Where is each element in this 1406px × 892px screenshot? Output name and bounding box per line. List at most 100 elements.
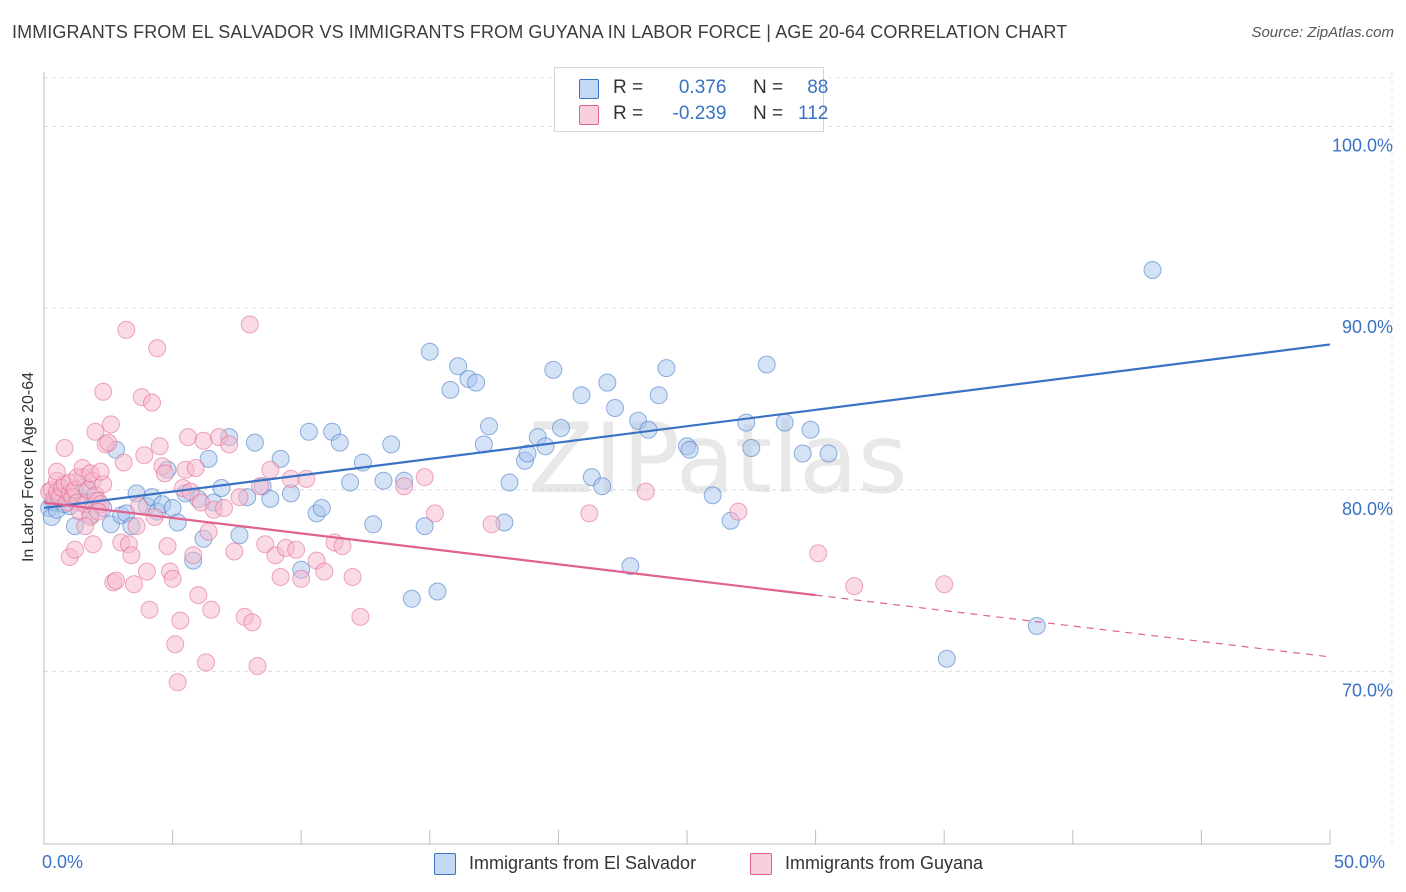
point-s1-110 bbox=[729, 502, 748, 521]
point-s0-87 bbox=[757, 355, 776, 374]
point-s0-62 bbox=[480, 417, 498, 436]
point-s0-86 bbox=[742, 439, 761, 457]
point-s1-81 bbox=[220, 435, 239, 454]
point-s0-49 bbox=[364, 515, 383, 534]
point-s0-60 bbox=[467, 373, 486, 392]
point-s0-50 bbox=[374, 471, 393, 490]
point-s0-53 bbox=[402, 589, 421, 608]
point-s0-83 bbox=[703, 486, 722, 505]
point-s0-25 bbox=[168, 513, 187, 532]
point-s1-83 bbox=[230, 488, 249, 507]
r-value: -0.239 bbox=[672, 103, 727, 124]
legend-swatch-el-salvador bbox=[579, 79, 599, 99]
point-s1-96 bbox=[292, 569, 311, 588]
point-s0-56 bbox=[428, 582, 447, 601]
point-s0-88 bbox=[775, 413, 794, 432]
chart-title: IMMIGRANTS FROM EL SALVADOR VS IMMIGRANT… bbox=[12, 22, 1068, 42]
point-s0-57 bbox=[441, 380, 460, 399]
point-s1-39 bbox=[101, 415, 120, 434]
point-s0-58 bbox=[449, 357, 468, 376]
point-s1-75 bbox=[197, 653, 215, 672]
point-s0-90 bbox=[801, 420, 820, 439]
point-s1-36 bbox=[94, 382, 113, 401]
point-s0-70 bbox=[552, 419, 570, 437]
point-s1-80 bbox=[215, 499, 233, 517]
axes bbox=[43, 72, 1331, 845]
point-s0-36 bbox=[245, 433, 264, 452]
point-s1-107 bbox=[482, 515, 501, 534]
point-s0-75 bbox=[606, 399, 624, 417]
point-s1-86 bbox=[243, 613, 262, 632]
point-s1-108 bbox=[580, 504, 599, 523]
trend-line-0 bbox=[43, 343, 1331, 510]
point-s1-33 bbox=[86, 422, 105, 441]
y-tick-label-3: 100.0% bbox=[1332, 135, 1393, 155]
point-s0-94 bbox=[1143, 261, 1162, 279]
point-s1-113 bbox=[935, 575, 954, 594]
point-s0-44 bbox=[312, 499, 331, 517]
point-s0-89 bbox=[793, 444, 812, 463]
point-s1-41 bbox=[107, 571, 125, 590]
trend-line-1 bbox=[43, 501, 816, 597]
point-s1-52 bbox=[137, 562, 156, 581]
point-s1-99 bbox=[315, 562, 334, 581]
trend-lines bbox=[43, 343, 1331, 658]
point-s1-43 bbox=[114, 453, 133, 472]
point-s1-62 bbox=[163, 569, 182, 588]
point-s1-87 bbox=[248, 657, 267, 675]
data-points bbox=[40, 261, 1162, 692]
point-s1-103 bbox=[351, 607, 370, 626]
series-legend: Immigrants from El Salvador Immigrants f… bbox=[0, 852, 1406, 878]
point-s0-74 bbox=[598, 373, 617, 392]
point-s0-55 bbox=[420, 342, 439, 361]
point-s1-27 bbox=[65, 540, 84, 559]
x-tick-label-max: 50.0% bbox=[1334, 852, 1386, 872]
point-s1-102 bbox=[343, 568, 362, 586]
y-tick-label-1: 80.0% bbox=[1342, 499, 1393, 519]
y-axis-label-wrap: In Labor Force | Age 20-64 bbox=[19, 0, 39, 892]
point-s1-35 bbox=[91, 462, 110, 481]
point-s1-95 bbox=[287, 540, 306, 559]
point-s1-72 bbox=[189, 586, 208, 605]
point-s1-59 bbox=[155, 464, 174, 483]
point-s0-92 bbox=[937, 649, 956, 668]
y-tick-label-0: 70.0% bbox=[1342, 680, 1393, 700]
point-s0-47 bbox=[341, 473, 360, 492]
point-s0-91 bbox=[819, 444, 838, 463]
point-s1-44 bbox=[117, 320, 136, 339]
point-s1-74 bbox=[194, 431, 213, 450]
point-s1-34 bbox=[89, 502, 107, 521]
point-s1-85 bbox=[240, 315, 259, 334]
point-s0-79 bbox=[649, 386, 668, 405]
point-s1-47 bbox=[125, 575, 143, 594]
point-s1-57 bbox=[150, 437, 169, 456]
trend-line-dashed-1 bbox=[815, 594, 1331, 658]
point-s1-106 bbox=[425, 504, 444, 523]
point-s1-53 bbox=[140, 600, 159, 619]
point-s1-24 bbox=[47, 462, 66, 481]
point-s0-51 bbox=[382, 435, 401, 454]
point-s0-64 bbox=[500, 473, 519, 492]
n-label: N = bbox=[752, 103, 784, 124]
point-s0-42 bbox=[299, 422, 318, 441]
legend-swatch-guyana bbox=[579, 105, 599, 125]
point-s0-54 bbox=[415, 517, 434, 536]
point-s0-38 bbox=[261, 489, 280, 508]
legend-swatch-el-salvador bbox=[434, 853, 456, 875]
point-s1-71 bbox=[186, 459, 205, 477]
point-s1-63 bbox=[166, 635, 185, 654]
point-s1-49 bbox=[130, 497, 149, 516]
y-tick-label-2: 90.0% bbox=[1342, 317, 1393, 337]
point-s1-64 bbox=[168, 673, 187, 692]
y-axis-label: In Labor Force | Age 20-64 bbox=[20, 371, 37, 563]
point-s1-60 bbox=[158, 537, 177, 556]
y-tick-labels: 70.0% 80.0% 90.0% 100.0% bbox=[1332, 135, 1393, 700]
x-tick-label-min: 0.0% bbox=[42, 852, 84, 872]
point-s0-85 bbox=[737, 413, 756, 432]
legend-label-el-salvador: Immigrants from El Salvador bbox=[469, 853, 697, 873]
point-s0-93 bbox=[1027, 617, 1046, 635]
r-value: 0.376 bbox=[678, 77, 727, 98]
point-s0-82 bbox=[680, 440, 699, 459]
n-label: N = bbox=[752, 77, 784, 98]
